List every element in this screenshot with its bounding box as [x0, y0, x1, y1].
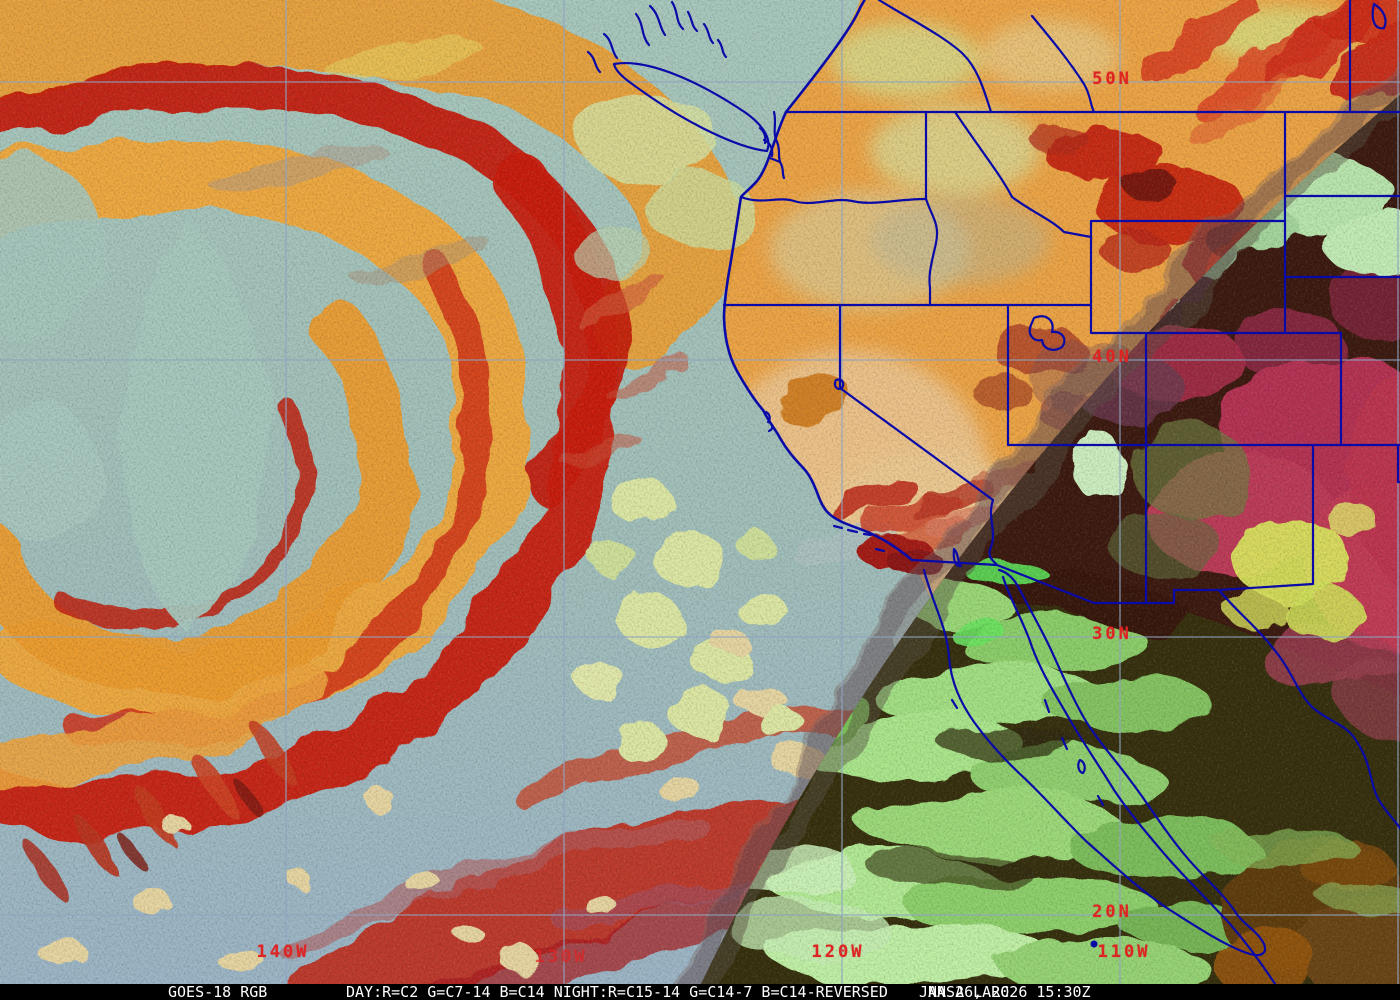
small-lake	[1090, 940, 1098, 948]
longitude-label-110w: 110W	[1097, 942, 1151, 962]
dakota-borders	[1283, 194, 1400, 279]
colorado-borders	[1144, 331, 1400, 447]
salton-sea	[952, 547, 963, 568]
rio-grande	[1217, 588, 1400, 831]
ok-tx-panhandle	[1396, 443, 1400, 484]
product-name: GOES-18 RGB	[168, 983, 268, 1000]
timestamp-text: JAN 26, 2026 15:30Z	[919, 983, 1091, 1000]
ca-nv-border	[833, 303, 995, 502]
bc-fjords	[586, 0, 782, 164]
puget-sound	[758, 110, 786, 180]
sf-bay	[764, 410, 774, 433]
wa-or-border	[739, 195, 928, 205]
latitude-label-20n: 20N	[1092, 902, 1132, 922]
longitude-label-140w: 140W	[256, 942, 310, 962]
coastline	[722, 0, 914, 562]
map-borders-overlay	[586, 0, 1400, 1000]
timestamp: JAN 26, 2026 15:30Z NASA LARC	[919, 983, 1091, 1000]
mexico-mainland-coast	[1001, 575, 1287, 1000]
longitude-label-130w: 130W	[534, 947, 588, 967]
latitude-label-40n: 40N	[1092, 347, 1132, 367]
wyoming-borders	[1089, 110, 1343, 335]
bc-alberta-divide	[877, 0, 1387, 114]
great-salt-lake	[1028, 315, 1066, 351]
longitude-label-120w: 120W	[811, 942, 865, 962]
vancouver-island	[612, 62, 770, 153]
latitude-label-30n: 30N	[1092, 624, 1132, 644]
latitude-label-50n: 50N	[1092, 69, 1132, 89]
baja-california	[922, 568, 1267, 957]
snake-river-border	[924, 197, 939, 307]
new-mexico-borders	[1144, 443, 1315, 605]
gulf-islands	[950, 698, 1105, 807]
utah-borders	[1006, 303, 1148, 447]
credit: NASA LARC	[928, 983, 1010, 1000]
channel-islands	[832, 524, 886, 553]
id-mt-border	[953, 110, 1093, 239]
rgb-recipe: DAY:R=C2 G=C7-14 B=C14 NIGHT:R=C15-14 G=…	[346, 983, 888, 1000]
az-ca-river-border	[988, 498, 999, 567]
status-bar: GOES-18 RGB DAY:R=C2 G=C7-14 B=C14 NIGHT…	[0, 984, 1400, 1000]
